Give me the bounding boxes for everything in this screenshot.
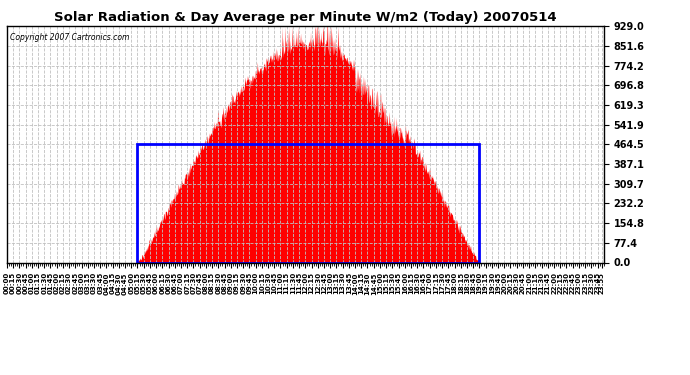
Text: Copyright 2007 Cartronics.com: Copyright 2007 Cartronics.com [10,33,129,42]
Title: Solar Radiation & Day Average per Minute W/m2 (Today) 20070514: Solar Radiation & Day Average per Minute… [54,11,557,24]
Bar [137,144,480,262]
